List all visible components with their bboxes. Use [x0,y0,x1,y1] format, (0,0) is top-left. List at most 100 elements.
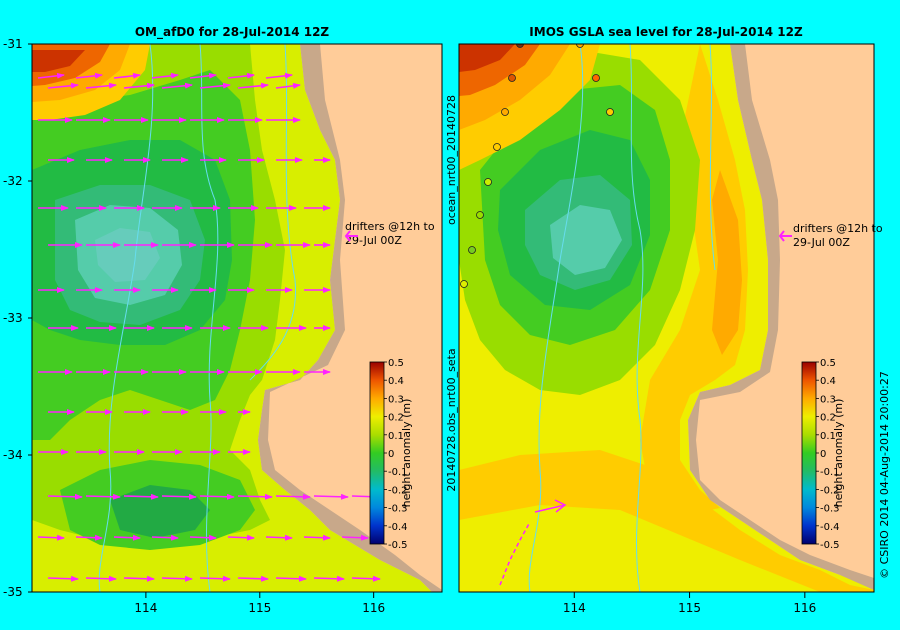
current-vector [47,82,79,89]
colorbar-tick-label: 0.5 [388,358,404,369]
right-annotation-line2: 29-Jul 00Z [793,236,850,249]
colorbar-tick-label: 0 [388,449,394,460]
isobath-line [199,44,219,592]
y-axis-ticks: -31 -32 -33 -34 -35 [3,37,32,599]
current-vector [161,575,193,582]
colorbar-tick-label: -0.3 [388,504,408,515]
current-vector [75,534,103,541]
y-tick-label: -35 [3,585,23,599]
current-vector [161,493,197,500]
isobath-line [98,44,154,592]
current-vector [237,82,269,89]
current-vectors [37,72,381,582]
right-annotation-arrow [778,230,792,242]
drifter-arrow [534,499,567,513]
x-axis-ticks: 114 115 116 114 115 116 [134,592,816,615]
colorbar-tick-label: 0.4 [388,376,404,387]
observation-marker [493,143,501,151]
observation-marker [484,178,492,186]
left-annotation-line2: 29-Jul 00Z [345,234,402,247]
colorbar-tick-label: 0.3 [388,394,404,405]
current-vector [313,575,345,582]
left-colorbar-ticks: 0.5 0.4 0.3 0.2 0.1 0 -0.1 -0.2 -0.3 -0.4 -0.5 [384,358,408,551]
current-vector [227,72,255,79]
observation-marker [592,74,600,82]
isobath-line [249,44,297,381]
observation-marker [576,44,584,48]
current-vector [237,493,273,500]
left-annotation-line1: drifters @12h to [345,220,435,233]
colorbar-tick-label: 0.2 [388,413,404,424]
current-vector [123,493,159,500]
left-colorbar-label: height anomaly (m) [400,399,413,508]
right-chart-title: IMOS GSLA sea level for 28-Jul-2014 12Z [529,25,803,39]
right-map-panel [459,44,874,592]
colorbar-tick-label: 0 [820,449,826,460]
observation-marker [516,44,524,48]
ocean-file-label: ocean_nrt00_20140728 [445,95,458,225]
colorbar-tick-label: -0.4 [388,522,408,533]
isobath-line [629,44,644,592]
colorbar-tick-label: -0.2 [388,485,408,496]
current-vector [113,72,141,79]
colorbar-tick-label: 0.1 [820,431,836,442]
left-map-panel [32,44,442,592]
ocean-field-orange-strip [640,44,748,512]
observation-marker [501,108,509,116]
current-vector [227,534,255,541]
ocean-field-eddy-center [95,228,160,282]
colorbar-tick-label: 0.2 [820,413,836,424]
colorbar-tick-label: 0.4 [820,376,836,387]
right-colorbar-ticks: 0.5 0.4 0.3 0.2 0.1 0 -0.1 -0.2 -0.3 -0.4 -0.5 [816,358,840,551]
left-chart-title: OM_afD0 for 28-Jul-2014 12Z [135,25,330,40]
current-vector [113,534,141,541]
current-vector [237,575,269,582]
current-vector [341,534,369,541]
ocean-field-warm4 [32,50,85,72]
current-vector [199,575,231,582]
x-tick-label: 114 [563,601,586,615]
current-vector [151,72,179,79]
colorbar-tick-label: -0.4 [820,522,840,533]
current-vector [123,82,155,89]
right-axes-frame [458,43,875,593]
current-vector [85,575,117,582]
current-vector [85,82,117,89]
current-vector [47,575,79,582]
y-tick-label: -32 [3,174,23,188]
current-vector [265,72,293,79]
observation-marker [468,246,476,254]
current-vector [37,534,65,541]
observation-marker [476,211,484,219]
current-vector [151,534,179,541]
observation-marker [460,280,468,288]
obs-file-label: 20140728.obs_nrt00_seta [445,348,458,491]
ocean-field-orange-core [712,170,742,355]
current-vector [161,82,193,89]
current-vector [189,534,217,541]
observation-markers [460,44,614,288]
ocean-field-south-darkgreen [110,485,210,538]
isobath-line [709,44,716,271]
ocean-field-south-yellow [459,505,820,592]
current-vector [313,493,349,500]
right-colorbar [801,361,817,545]
right-colorbar-label: height anomaly (m) [832,399,845,508]
observation-marker [606,108,614,116]
credit-label: © CSIRO 2014 04-Aug-2014 20:00:27 [878,371,891,579]
x-tick-label: 114 [134,601,157,615]
current-vector [37,72,65,79]
colorbar-tick-label: -0.3 [820,504,840,515]
current-vector [275,82,301,89]
current-vector [275,575,307,582]
current-vector [199,493,235,500]
current-vector [47,493,83,500]
y-tick-label: -31 [3,37,23,51]
current-vector [85,493,121,500]
left-annotation-arrow [344,230,358,242]
current-vector [265,534,293,541]
current-vector [351,575,381,582]
current-vector [199,82,231,89]
y-tick-label: -34 [3,448,23,462]
